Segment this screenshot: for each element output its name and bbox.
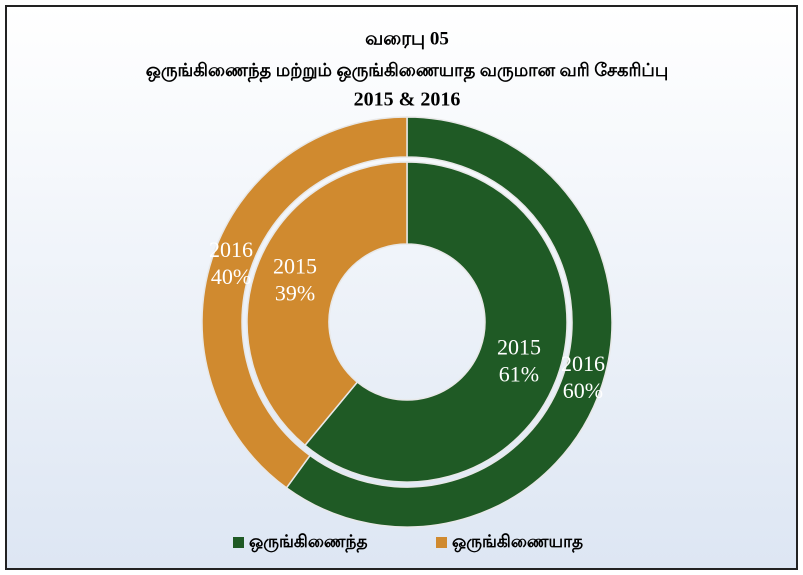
chart-title: 2015 & 2016 — [354, 89, 461, 111]
data-label-series: 2016 — [561, 351, 605, 376]
donut-slice — [285, 116, 613, 528]
data-label-value: 61% — [499, 361, 539, 386]
donut-slice — [201, 116, 408, 489]
data-label-series: 2015 — [497, 334, 541, 359]
legend-label: ஒருங்கிணைந்த — [249, 532, 368, 552]
chart-title: வரைபு 05 — [365, 28, 449, 49]
donut-slice — [246, 161, 408, 447]
chart-title: ஒருங்கிணைந்த மற்றும் ஒருங்கிணையாத வருமான… — [146, 60, 668, 83]
legend-swatch — [233, 537, 244, 548]
data-label-value: 39% — [275, 281, 315, 306]
data-label-series: 2016 — [209, 237, 253, 262]
data-label-value: 60% — [563, 378, 603, 403]
data-label: 2016 40% — [209, 237, 253, 289]
legend-label: ஒருங்கிணையாத — [452, 532, 583, 552]
data-label-series: 2015 — [273, 254, 317, 279]
data-label: 2015 39% — [273, 254, 317, 306]
data-label: 2016 60% — [561, 351, 605, 403]
donut-slice — [303, 161, 568, 483]
data-label-value: 40% — [211, 264, 251, 289]
data-label: 2015 61% — [497, 334, 541, 386]
legend-swatch — [436, 537, 447, 548]
